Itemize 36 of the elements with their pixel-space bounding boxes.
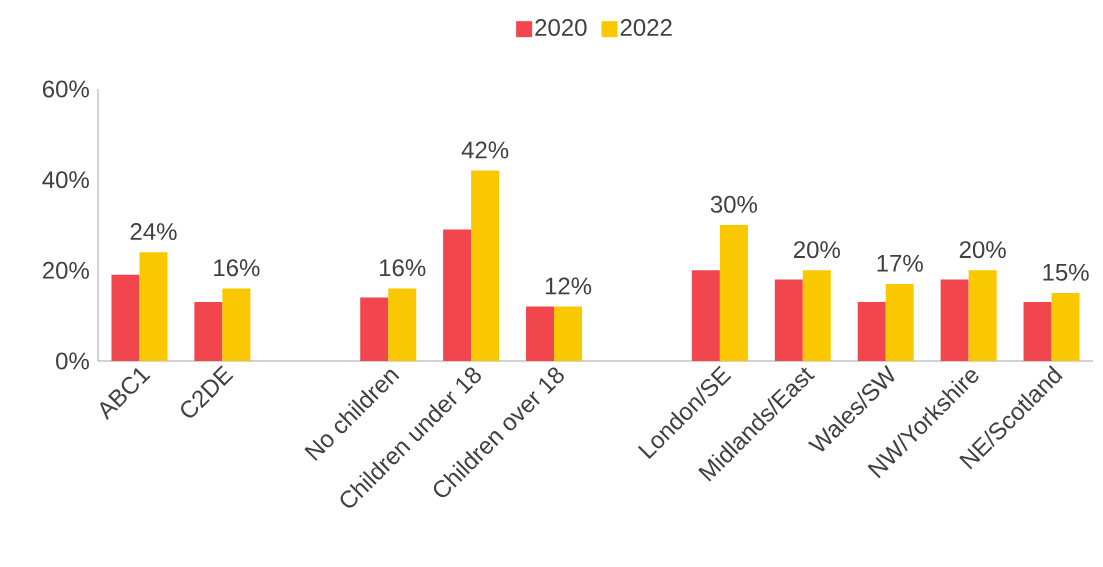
- y-tick-label: 0%: [56, 352, 89, 370]
- data-label: 16%: [380, 259, 426, 277]
- y-tick-label: 20%: [42, 261, 89, 279]
- y-tick-label: 60%: [42, 80, 89, 98]
- bar: [691, 270, 720, 361]
- legend-label: 2020: [535, 18, 587, 36]
- data-label: 30%: [710, 195, 758, 213]
- legend-label: 2022: [620, 18, 672, 36]
- data-label: 42%: [461, 141, 509, 159]
- bar: [222, 288, 251, 361]
- bar: [1023, 302, 1052, 361]
- bar: [857, 302, 886, 361]
- bar: [388, 288, 417, 361]
- data-label: 24%: [130, 223, 177, 240]
- data-label: 17%: [877, 254, 923, 272]
- bar: [554, 306, 583, 361]
- bar: [774, 279, 803, 361]
- data-label: 20%: [959, 241, 1006, 259]
- bar: [802, 270, 831, 361]
- bar: [360, 297, 389, 361]
- bar: [139, 252, 168, 361]
- bar: [111, 274, 140, 361]
- bar: [471, 170, 500, 361]
- bar: [719, 225, 748, 361]
- bar: [968, 270, 997, 361]
- data-label: 15%: [1043, 263, 1089, 281]
- bar: [526, 306, 555, 361]
- data-label: 12%: [545, 277, 592, 295]
- data-label: 20%: [793, 241, 840, 259]
- bar: [1051, 293, 1080, 361]
- y-tick-label: 40%: [42, 171, 89, 189]
- bar: [885, 283, 914, 361]
- data-label: 16%: [214, 259, 260, 277]
- bar: [940, 279, 969, 361]
- bar: [443, 229, 472, 361]
- bar: [194, 302, 223, 361]
